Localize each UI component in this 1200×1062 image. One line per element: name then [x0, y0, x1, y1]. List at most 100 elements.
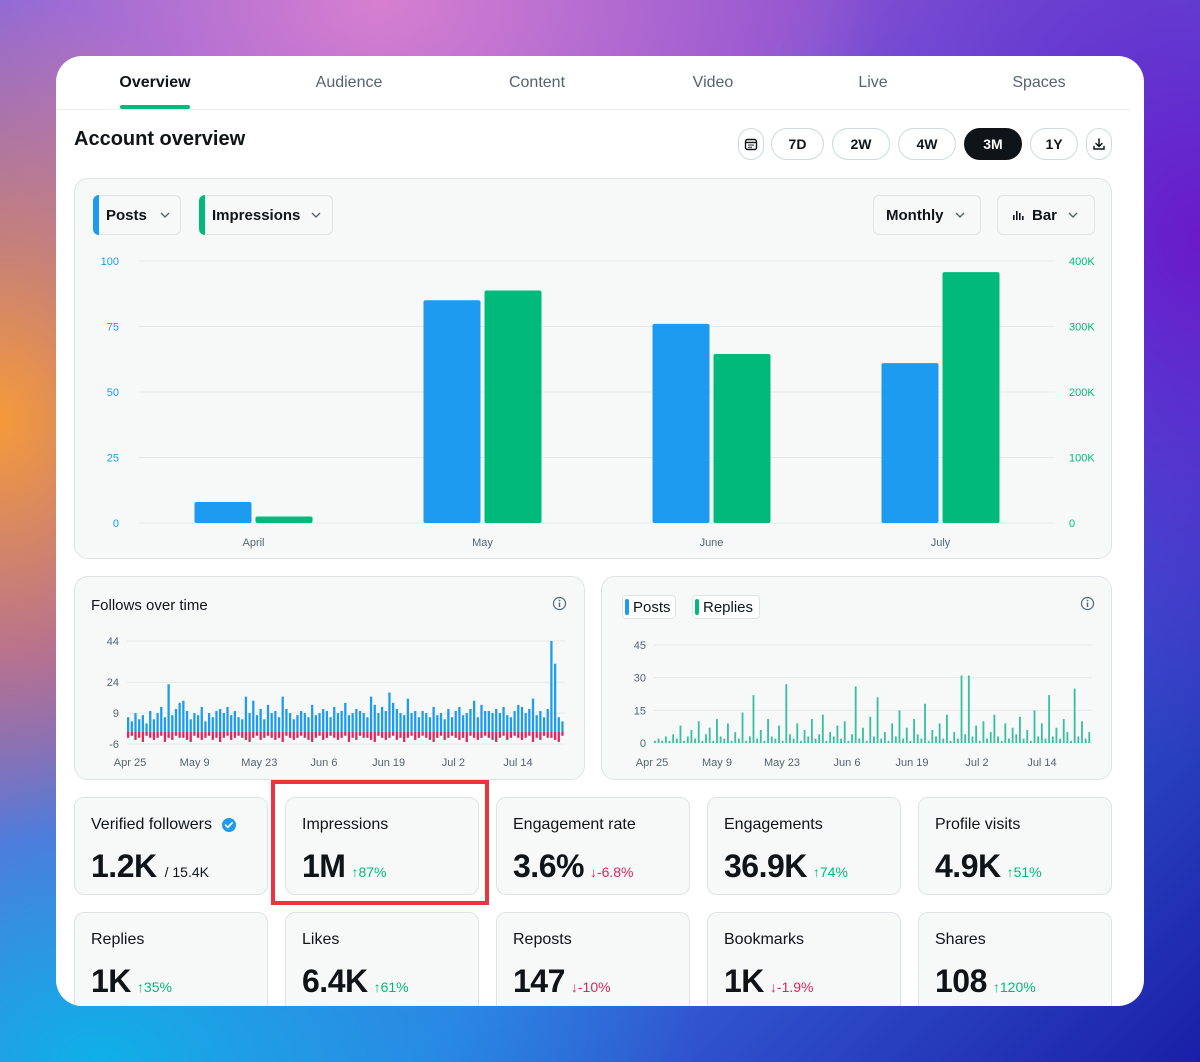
- y-tick: 30: [634, 673, 646, 685]
- info-icon[interactable]: [552, 596, 567, 611]
- metric-card-shares[interactable]: Shares 108 ↑120%: [918, 912, 1112, 1006]
- follows-bar: [487, 711, 490, 732]
- unfollows-bar: [215, 731, 218, 738]
- follows-bar: [277, 717, 281, 732]
- replies-bar: [694, 738, 696, 743]
- metric-value: 4.9K: [935, 848, 1001, 884]
- posts-metric-dropdown[interactable]: Posts: [93, 195, 181, 235]
- download-button[interactable]: [1086, 128, 1112, 160]
- arrow-up-icon: ↑: [812, 864, 820, 880]
- tab-video[interactable]: Video: [692, 74, 734, 91]
- range-1y-button[interactable]: 1Y: [1030, 128, 1078, 160]
- date-tick: May 23: [241, 757, 277, 769]
- metric-card-reposts[interactable]: Reposts 147 ↓-10%: [496, 912, 690, 1006]
- follows-bar: [200, 706, 203, 732]
- unfollows-bar: [189, 731, 192, 742]
- follows-bar: [421, 711, 424, 732]
- chart-type-label: Bar: [1032, 206, 1058, 224]
- follows-bar: [252, 700, 255, 732]
- metric-value: 6.4K: [302, 963, 368, 999]
- metric-label: Shares: [935, 931, 986, 948]
- left-axis-tick: 50: [107, 387, 119, 399]
- metric-card-profile-visits[interactable]: Profile visits 4.9K ↑51%: [918, 797, 1112, 895]
- unfollows-bar: [561, 731, 564, 736]
- left-axis-tick: 100: [101, 256, 119, 268]
- page-title: Account overview: [74, 128, 246, 150]
- account-overview-chart-panel: Posts Impressions Monthly Bar 0 0 25 100K 50…: [74, 178, 1112, 559]
- follows-bar: [219, 708, 222, 732]
- unfollows-bar: [211, 731, 214, 740]
- unfollows-bar: [270, 731, 273, 738]
- metric-card-replies[interactable]: Replies 1K ↑35%: [74, 912, 268, 1006]
- follows-bar: [274, 711, 277, 732]
- metric-value: 1.2K: [91, 848, 157, 884]
- unfollows-bar: [351, 731, 354, 738]
- replies-bar: [661, 740, 664, 743]
- replies-bar: [920, 738, 923, 743]
- unfollows-bar: [366, 731, 369, 738]
- replies-bar: [1008, 738, 1010, 743]
- info-icon[interactable]: [1080, 596, 1095, 611]
- arrow-up-icon: ↑: [1006, 864, 1014, 880]
- unfollows-bar: [333, 731, 336, 738]
- chart-type-dropdown[interactable]: Bar: [997, 195, 1095, 235]
- metric-value-row: 3.6% ↓-6.8%: [513, 848, 634, 885]
- arrow-down-icon: ↓: [589, 864, 597, 880]
- impressions-bar: [484, 290, 542, 523]
- metric-change-value: -6.8%: [596, 864, 634, 880]
- tab-audience[interactable]: Audience: [315, 74, 383, 91]
- posts-chip[interactable]: Posts: [622, 595, 676, 619]
- replies-bar: [792, 738, 795, 743]
- range-2w-button[interactable]: 2W: [832, 128, 890, 160]
- arrow-down-icon: ↓: [570, 979, 578, 995]
- month-tick: July: [931, 537, 951, 549]
- range-7d-button[interactable]: 7D: [771, 128, 824, 160]
- metric-label: Engagements: [724, 816, 823, 833]
- replies-chip[interactable]: Replies: [692, 595, 760, 619]
- tab-live[interactable]: Live: [858, 74, 888, 91]
- metric-card-engagement-rate[interactable]: Engagement rate 3.6% ↓-6.8%: [496, 797, 690, 895]
- metric-card-likes[interactable]: Likes 6.4K ↑61%: [285, 912, 479, 1006]
- metric-card-verified-followers[interactable]: Verified followers 1.2K / 15.4K: [74, 797, 268, 895]
- range-3m-button[interactable]: 3M: [964, 128, 1022, 160]
- replies-bar: [1073, 688, 1076, 743]
- left-axis-tick: 75: [107, 322, 119, 334]
- date-tick: Jul 14: [503, 757, 532, 769]
- unfollows-bar: [200, 731, 203, 740]
- range-4w-button[interactable]: 4W: [898, 128, 956, 160]
- interval-dropdown[interactable]: Monthly: [873, 195, 981, 235]
- unfollows-bar: [204, 731, 207, 738]
- follows-bar: [138, 719, 141, 732]
- metric-change-value: 74%: [819, 864, 848, 880]
- impressions-metric-dropdown[interactable]: Impressions: [199, 195, 333, 235]
- replies-bar: [1059, 738, 1061, 743]
- follows-bar: [333, 706, 336, 732]
- replies-bar: [803, 729, 806, 743]
- follows-bar: [237, 717, 240, 732]
- metric-card-impressions[interactable]: Impressions 1M ↑87%: [285, 797, 479, 895]
- follows-bar: [531, 698, 535, 732]
- replies-bar: [664, 736, 667, 743]
- unfollows-bar: [491, 731, 494, 740]
- follows-bar: [329, 717, 332, 732]
- replies-bar: [938, 723, 941, 743]
- y-tick: 45: [634, 640, 646, 652]
- right-axis-tick: 100K: [1069, 453, 1095, 465]
- tab-overview[interactable]: Overview: [119, 74, 191, 91]
- metric-value-row: 108 ↑120%: [935, 963, 1036, 1000]
- tab-content[interactable]: Content: [508, 74, 566, 91]
- follows-bar: [384, 711, 387, 732]
- metric-card-bookmarks[interactable]: Bookmarks 1K ↓-1.9%: [707, 912, 901, 1006]
- metric-card-engagements[interactable]: Engagements 36.9K ↑74%: [707, 797, 901, 895]
- replies-bar: [916, 734, 919, 743]
- metric-label: Profile visits: [935, 816, 1021, 833]
- unfollows-bar: [167, 731, 170, 738]
- calendar-button[interactable]: [738, 128, 764, 160]
- metric-change: ↓-10%: [571, 979, 611, 995]
- unfollows-bar: [403, 731, 406, 742]
- metric-value: 1M: [302, 848, 346, 884]
- arrow-up-icon: ↑: [992, 979, 1000, 995]
- replies-bar: [734, 732, 737, 743]
- unfollows-bar: [528, 731, 531, 736]
- tab-spaces[interactable]: Spaces: [1012, 74, 1066, 91]
